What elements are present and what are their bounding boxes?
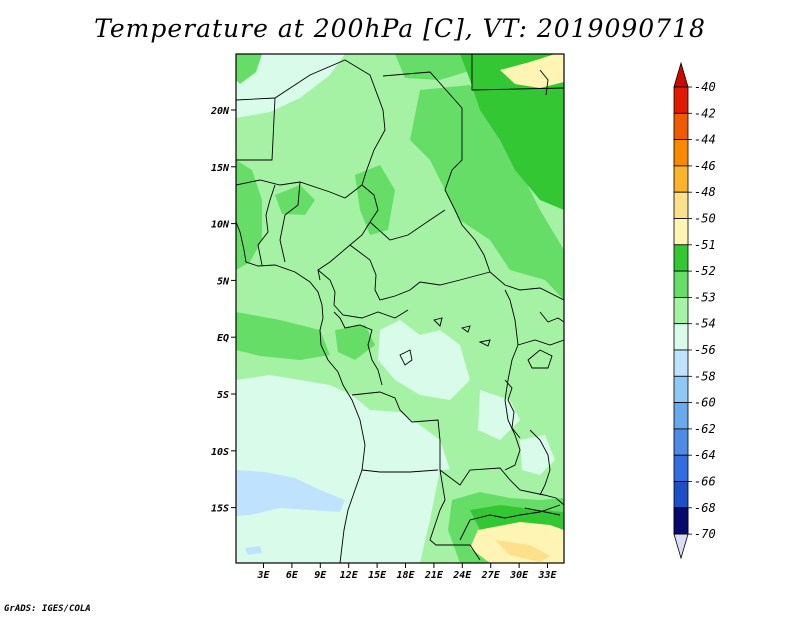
colorbar-label: -46 bbox=[694, 159, 716, 173]
colorbar-swatch bbox=[673, 454, 689, 482]
coastline-west bbox=[236, 221, 366, 563]
colorbar: -40 -42 -44 -46 -48 -50 -51 -52 -53 -54 -56 -58 -60 -… bbox=[673, 61, 716, 560]
colorbar-label: -66 bbox=[694, 475, 716, 489]
colorbar-swatch bbox=[673, 349, 689, 377]
lon-label: 18E bbox=[396, 570, 415, 581]
colorbar-swatch bbox=[673, 323, 689, 351]
credit-text: GrADS: IGES/COLA bbox=[4, 604, 91, 614]
colorbar-swatch bbox=[673, 191, 689, 219]
colorbar-label: -48 bbox=[694, 185, 716, 199]
colorbar-label: -54 bbox=[694, 317, 716, 331]
field-54-south bbox=[236, 375, 450, 563]
field-56-sw bbox=[236, 470, 345, 516]
lon-label: 27E bbox=[481, 570, 501, 581]
longitude-ticks: 3E 6E 9E 12E 15E 18E 21E 24E 27E 30E 33E bbox=[256, 563, 558, 581]
lat-label: EQ bbox=[217, 333, 229, 344]
colorbar-swatch bbox=[673, 375, 689, 403]
latitude-ticks: 20N 15N 10N 5N EQ 5S 10S 15S bbox=[210, 106, 236, 515]
colorbar-label: -44 bbox=[694, 133, 716, 147]
lat-label: 15S bbox=[211, 504, 229, 515]
lon-label: 24E bbox=[452, 570, 472, 581]
lat-label: 10N bbox=[211, 220, 230, 231]
colorbar-swatch bbox=[673, 507, 689, 535]
lon-label: 33E bbox=[537, 570, 557, 581]
colorbar-label: -64 bbox=[694, 448, 716, 462]
lon-label: 15E bbox=[368, 570, 387, 581]
field-52-north-a bbox=[236, 54, 262, 84]
field-52-eq bbox=[236, 312, 330, 360]
field-54-east-b bbox=[520, 435, 555, 475]
map-frame bbox=[235, 53, 565, 564]
field-51-east bbox=[460, 54, 564, 210]
field-54-north bbox=[236, 54, 345, 118]
colorbar-label: -42 bbox=[694, 106, 716, 120]
field-50-se-b bbox=[495, 540, 550, 562]
colorbar-swatch bbox=[673, 218, 689, 246]
colorbar-swatch bbox=[673, 481, 689, 509]
colorbar-label: -62 bbox=[694, 422, 716, 436]
lon-label: 12E bbox=[340, 570, 359, 581]
lon-label: 3E bbox=[256, 570, 270, 581]
colorbar-label: -52 bbox=[694, 264, 716, 278]
colorbar-label: -40 bbox=[694, 80, 716, 94]
field-54-central-a bbox=[378, 320, 470, 400]
colorbar-swatch bbox=[673, 428, 689, 456]
lon-label: 30E bbox=[509, 570, 529, 581]
field-52-west-b bbox=[275, 185, 315, 215]
field-56-sw-b bbox=[245, 546, 262, 555]
lat-label: 15N bbox=[211, 163, 230, 174]
colorbar-label: -53 bbox=[694, 290, 716, 304]
colorbar-label: -56 bbox=[694, 343, 716, 357]
colorbar-swatch bbox=[673, 402, 689, 430]
colorbar-label: -68 bbox=[694, 501, 716, 515]
lat-label: 20N bbox=[210, 106, 230, 117]
colorbar-swatch bbox=[673, 112, 689, 141]
field-52-east bbox=[410, 85, 564, 300]
lat-label: 5S bbox=[217, 390, 229, 401]
colorbar-swatch bbox=[673, 165, 689, 193]
lon-label: 6E bbox=[286, 570, 299, 581]
colorbar-swatch bbox=[673, 270, 689, 298]
colorbar-swatch bbox=[673, 139, 689, 167]
colorbar-label: -50 bbox=[694, 212, 716, 226]
colorbar-bottom-arrow bbox=[673, 533, 689, 560]
colorbar-swatch bbox=[673, 86, 689, 114]
colorbar-label: -70 bbox=[694, 527, 716, 541]
field-52-congo bbox=[335, 325, 375, 360]
colorbar-label: -60 bbox=[694, 396, 716, 410]
temperature-field bbox=[236, 54, 564, 563]
country-boundaries bbox=[236, 54, 564, 563]
colorbar-label: -51 bbox=[694, 238, 716, 252]
colorbar-swatch bbox=[673, 244, 689, 272]
lon-label: 21E bbox=[424, 570, 444, 581]
map-title: Temperature at 200hPa [C], VT: 201909071… bbox=[94, 14, 706, 43]
colorbar-top-arrow bbox=[673, 61, 689, 88]
colorbar-label: -58 bbox=[694, 369, 716, 383]
lon-label: 9E bbox=[314, 570, 327, 581]
lat-label: 10S bbox=[211, 447, 229, 458]
colorbar-swatch bbox=[673, 296, 689, 325]
lat-label: 5N bbox=[217, 276, 230, 287]
